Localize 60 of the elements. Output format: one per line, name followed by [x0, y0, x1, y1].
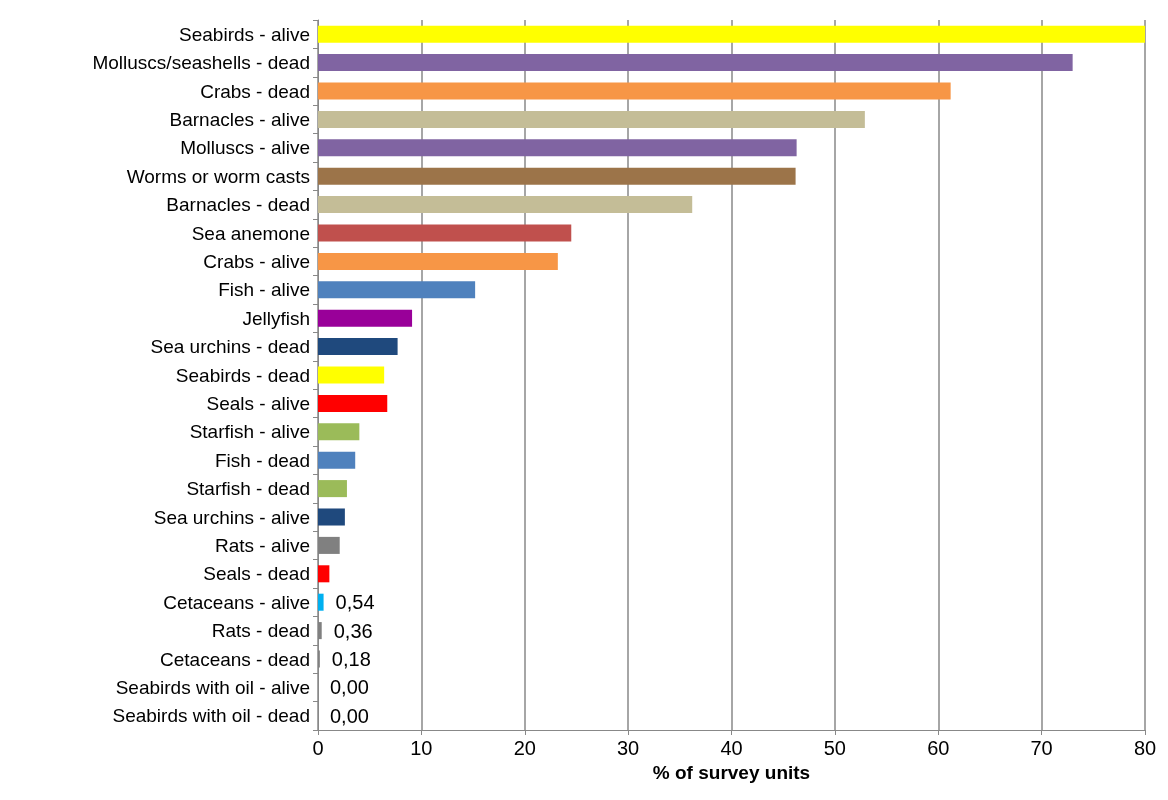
x-axis-title: % of survey units: [652, 761, 811, 783]
y-tick-label: Molluscs/seashells - dead: [92, 52, 310, 74]
bar: [318, 366, 385, 384]
x-tick-label: 0: [312, 737, 324, 759]
bar: [318, 82, 951, 100]
y-tick-label: Seabirds - dead: [175, 364, 310, 386]
data-label: 0,54: [335, 591, 375, 614]
y-tick-label: Cetaceans - dead: [160, 648, 310, 670]
y-tick-label: Sea urchins - dead: [150, 336, 310, 358]
bar: [318, 394, 388, 412]
y-tick-label: Fish - dead: [214, 449, 310, 471]
y-tick-label: Seabirds - alive: [179, 23, 310, 45]
x-tick-label: 80: [1133, 737, 1157, 759]
y-tick-label: Seabirds with oil - dead: [112, 705, 310, 727]
x-tick-label: 30: [617, 737, 640, 759]
y-tick-label: Worms or worm casts: [126, 165, 310, 187]
bar: [318, 139, 797, 157]
y-tick-label: Jellyfish: [242, 307, 310, 329]
bar: [318, 309, 413, 327]
x-tick-label: 50: [823, 737, 846, 759]
x-tick-label: 10: [410, 737, 433, 759]
y-tick-label: Molluscs - alive: [180, 137, 310, 159]
x-tick-label: 70: [1030, 737, 1053, 759]
bar: [318, 281, 476, 299]
data-label: 0,00: [330, 704, 369, 727]
data-label: 0,36: [333, 619, 373, 642]
y-tick-label: Barnacles - alive: [169, 108, 310, 130]
data-label: 0,00: [330, 676, 369, 699]
y-tick-label: Rats - alive: [214, 534, 310, 556]
y-tick-label: Cetaceans - alive: [163, 591, 310, 613]
y-tick-label: Barnacles - dead: [166, 194, 310, 216]
y-tick-label: Seals - alive: [206, 392, 310, 414]
y-tick-label: Seals - dead: [203, 563, 310, 585]
bar: [318, 451, 356, 469]
bar: [318, 54, 1073, 72]
bar: [318, 167, 796, 185]
bar: [318, 480, 347, 498]
data-label: 0,18: [331, 648, 371, 670]
y-tick-label: Sea anemone: [191, 222, 310, 244]
y-tick-label: Starfish - dead: [186, 478, 310, 500]
bar: [318, 252, 558, 270]
bar: [318, 196, 693, 214]
y-tick-label: Crabs - dead: [200, 80, 310, 102]
y-tick-label: Starfish - alive: [189, 421, 310, 443]
bar: [318, 338, 398, 356]
x-tick-label: 40: [720, 737, 743, 759]
bar: [318, 508, 345, 526]
y-tick-label: Rats - dead: [211, 620, 310, 642]
y-tick-label: Sea urchins - alive: [153, 506, 310, 528]
y-tick-label: Seabirds with oil - alive: [115, 676, 310, 698]
y-tick-label: Crabs - alive: [203, 250, 310, 272]
bar: [318, 593, 324, 611]
bar: [318, 110, 865, 128]
bar: [318, 224, 572, 242]
x-tick-label: 20: [513, 737, 536, 759]
bar: [318, 423, 360, 441]
x-tick-label: 60: [927, 737, 950, 759]
bar: [318, 25, 1145, 43]
bar: [318, 565, 330, 583]
y-tick-label: Fish - alive: [218, 279, 310, 301]
